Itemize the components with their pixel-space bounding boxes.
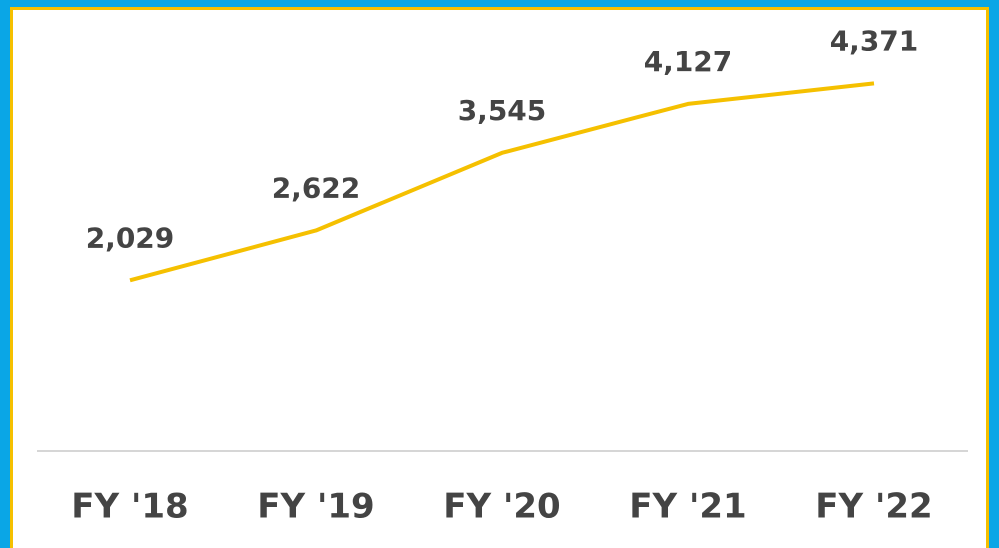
chart-background: [13, 10, 986, 548]
line: [129, 81, 875, 283]
x-tick-label: FY '18: [71, 487, 188, 527]
x-tick-label: FY '19: [257, 487, 374, 527]
value-label: 4,127: [644, 45, 733, 78]
value-label: 2,622: [272, 171, 361, 204]
x-tick-label: FY '20: [443, 487, 560, 527]
value-label: 2,029: [86, 221, 175, 254]
value-label: 4,371: [830, 24, 919, 57]
x-tick-label: FY '22: [815, 487, 932, 527]
x-tick-label: FY '21: [629, 487, 746, 527]
value-label: 3,545: [458, 94, 547, 127]
